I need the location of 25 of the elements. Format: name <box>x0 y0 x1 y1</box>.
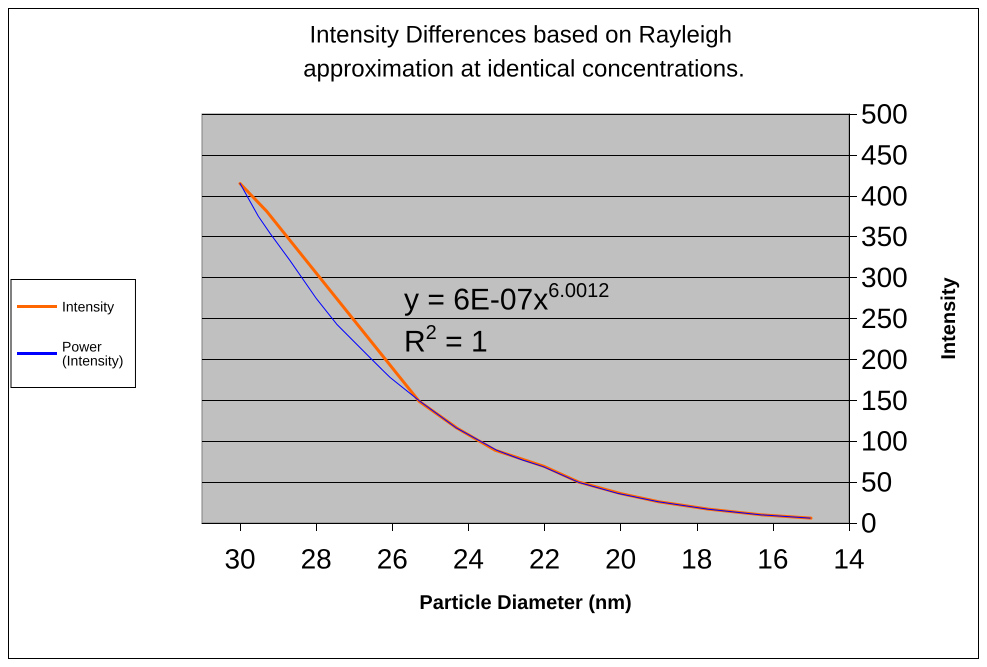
x-tick-label: 28 <box>300 544 332 574</box>
y-tick-label: 0 <box>861 508 877 538</box>
y-tick-label: 50 <box>861 466 892 498</box>
x-tick-label: 20 <box>605 544 636 574</box>
y-tick-label: 450 <box>861 139 908 170</box>
x-tick-label: 26 <box>376 544 408 574</box>
x-tick-label: 18 <box>681 544 712 574</box>
y-tick-label: 100 <box>861 426 908 457</box>
y-tick-label: 300 <box>861 262 908 294</box>
x-tick-label: 22 <box>528 544 560 574</box>
x-tick-label: 16 <box>757 544 788 574</box>
x-axis-title: Particle Diameter (nm) <box>419 592 632 614</box>
x-tick-label: 24 <box>452 544 484 574</box>
y-tick-label: 350 <box>861 221 908 252</box>
legend-label: Power (Intensity) <box>62 338 124 368</box>
y-axis-title: Intensity <box>938 276 960 360</box>
chart-title: Intensity Differences based on Rayleigh approximation at identical concentrations. <box>303 22 745 82</box>
legend-label: Intensity <box>62 298 114 314</box>
y-tick-label: 400 <box>861 180 908 212</box>
y-tick-label: 150 <box>861 384 908 416</box>
y-tick-label: 500 <box>861 98 908 130</box>
y-tick-label: 250 <box>861 303 908 334</box>
y-tick-label: 200 <box>861 344 908 375</box>
x-tick-label: 14 <box>833 544 865 574</box>
x-tick-label: 30 <box>224 544 256 574</box>
